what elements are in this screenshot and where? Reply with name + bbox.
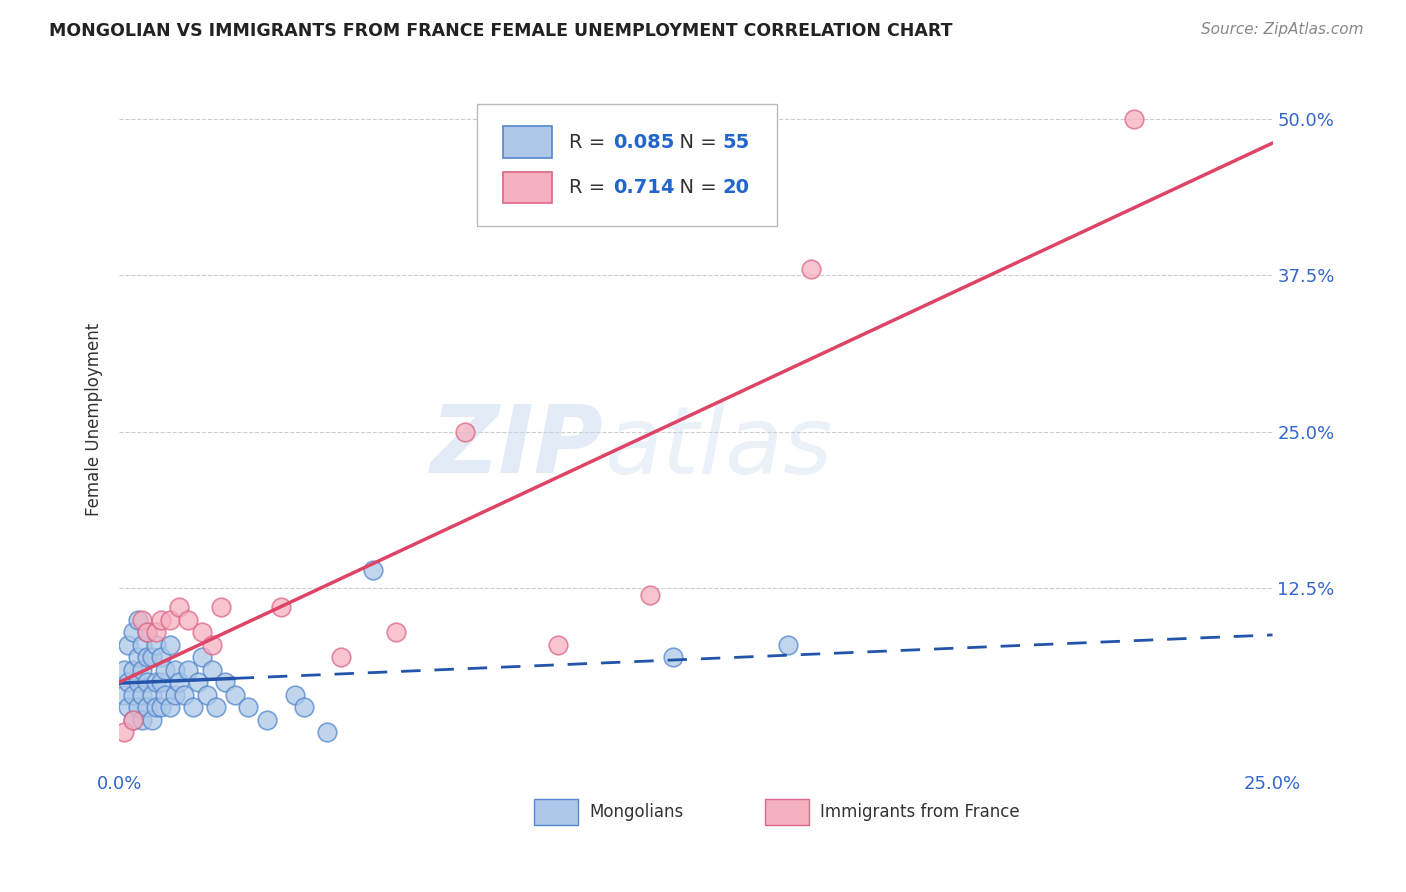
Point <box>145 638 167 652</box>
Point <box>167 675 190 690</box>
Point <box>122 713 145 727</box>
Text: 0.714: 0.714 <box>613 178 675 197</box>
Point <box>385 625 408 640</box>
Text: R =: R = <box>569 178 612 197</box>
Text: ZIP: ZIP <box>430 401 603 493</box>
Point <box>662 650 685 665</box>
Text: R =: R = <box>569 133 612 152</box>
Text: Immigrants from France: Immigrants from France <box>821 803 1021 821</box>
Point <box>167 600 190 615</box>
Point <box>136 700 159 714</box>
Point <box>112 688 135 702</box>
Point <box>209 600 232 615</box>
Point <box>112 663 135 677</box>
Point <box>136 625 159 640</box>
Point <box>141 688 163 702</box>
Point <box>191 650 214 665</box>
Point <box>177 663 200 677</box>
Point <box>191 625 214 640</box>
Point <box>163 663 186 677</box>
Point <box>205 700 228 714</box>
Point <box>284 688 307 702</box>
Text: atlas: atlas <box>603 401 832 492</box>
Point <box>778 638 800 652</box>
Point <box>177 613 200 627</box>
Point <box>117 675 139 690</box>
Point <box>187 675 209 690</box>
Point <box>181 700 204 714</box>
Point <box>131 663 153 677</box>
FancyBboxPatch shape <box>534 799 578 824</box>
Point <box>163 688 186 702</box>
Point <box>149 700 172 714</box>
Point <box>256 713 278 727</box>
Point <box>149 613 172 627</box>
Point <box>173 688 195 702</box>
Point <box>131 613 153 627</box>
Point <box>117 638 139 652</box>
Point <box>155 688 177 702</box>
Point <box>155 663 177 677</box>
Text: Mongolians: Mongolians <box>589 803 685 821</box>
FancyBboxPatch shape <box>765 799 808 824</box>
Point <box>315 725 337 739</box>
Point <box>149 675 172 690</box>
Point <box>122 663 145 677</box>
Point <box>224 688 246 702</box>
Point <box>329 650 352 665</box>
Point <box>136 625 159 640</box>
Point <box>112 725 135 739</box>
Point <box>117 700 139 714</box>
Text: MONGOLIAN VS IMMIGRANTS FROM FRANCE FEMALE UNEMPLOYMENT CORRELATION CHART: MONGOLIAN VS IMMIGRANTS FROM FRANCE FEMA… <box>49 22 953 40</box>
Text: N =: N = <box>666 133 723 152</box>
FancyBboxPatch shape <box>503 171 551 203</box>
Point <box>127 650 149 665</box>
Point <box>547 638 569 652</box>
Point <box>127 675 149 690</box>
Point <box>200 663 222 677</box>
Point <box>131 638 153 652</box>
Point <box>145 700 167 714</box>
Point <box>136 650 159 665</box>
Point <box>200 638 222 652</box>
Text: N =: N = <box>666 178 723 197</box>
Point <box>214 675 236 690</box>
Point <box>145 625 167 640</box>
Point <box>195 688 218 702</box>
Text: 55: 55 <box>723 133 749 152</box>
Point <box>127 700 149 714</box>
Point <box>131 688 153 702</box>
Point <box>800 261 823 276</box>
Point <box>136 675 159 690</box>
Point <box>270 600 292 615</box>
Point <box>141 713 163 727</box>
Point <box>122 688 145 702</box>
Point <box>141 650 163 665</box>
Point <box>1123 112 1146 126</box>
Point <box>454 425 477 439</box>
Point <box>131 713 153 727</box>
Point <box>159 613 181 627</box>
Point <box>127 613 149 627</box>
Text: Source: ZipAtlas.com: Source: ZipAtlas.com <box>1201 22 1364 37</box>
Point <box>292 700 315 714</box>
Point <box>159 638 181 652</box>
Point <box>122 625 145 640</box>
Point <box>238 700 260 714</box>
FancyBboxPatch shape <box>503 126 551 158</box>
Point <box>122 713 145 727</box>
Point <box>145 675 167 690</box>
FancyBboxPatch shape <box>477 103 776 227</box>
Point <box>638 588 661 602</box>
Text: 0.085: 0.085 <box>613 133 675 152</box>
Point <box>159 700 181 714</box>
Point <box>149 650 172 665</box>
Text: 20: 20 <box>723 178 749 197</box>
Point <box>361 562 384 576</box>
Y-axis label: Female Unemployment: Female Unemployment <box>86 323 103 516</box>
